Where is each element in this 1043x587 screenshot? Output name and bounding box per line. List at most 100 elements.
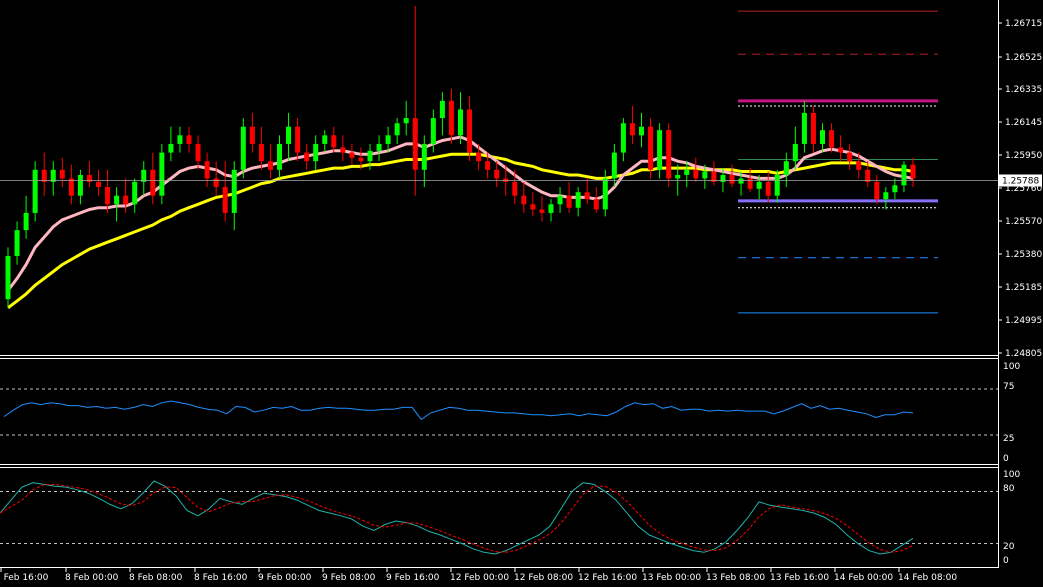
candle-body bbox=[150, 169, 156, 196]
candle-body bbox=[448, 100, 454, 136]
time-tick-label: 8 Feb 16:00 bbox=[194, 573, 248, 583]
candle-body bbox=[159, 152, 165, 196]
candle-body bbox=[611, 152, 617, 179]
candle-body bbox=[141, 169, 147, 182]
time-tick-label: 9 Feb 16:00 bbox=[386, 573, 440, 583]
candle-body bbox=[874, 181, 880, 200]
price-axis: 1.26715 1.26525 1.26335 1.26145 1.25950 1.257… bbox=[998, 19, 1042, 566]
candle-body bbox=[394, 123, 400, 136]
candle-body bbox=[747, 178, 753, 189]
candle-body bbox=[684, 169, 690, 175]
price-tick-label: 1.25380 bbox=[1005, 250, 1042, 260]
stoch-signal-line bbox=[0, 483, 914, 553]
candle-body bbox=[602, 178, 608, 210]
candle-body bbox=[32, 169, 38, 213]
candle-body bbox=[439, 100, 445, 119]
candle-body bbox=[512, 181, 518, 196]
candle-body bbox=[693, 169, 699, 179]
candle-body bbox=[847, 152, 853, 162]
candle-body bbox=[756, 181, 762, 189]
stochastic-indicator bbox=[0, 480, 998, 555]
candle-body bbox=[829, 130, 835, 148]
candle-body bbox=[177, 135, 183, 144]
candle-body bbox=[720, 174, 726, 182]
price-tick-label: 1.25570 bbox=[1005, 217, 1042, 227]
horizontal-levels bbox=[738, 10, 938, 314]
candle-body bbox=[566, 195, 572, 208]
time-tick-label: 14 Feb 08:00 bbox=[898, 573, 957, 583]
candle-body bbox=[901, 164, 907, 186]
candle-body bbox=[77, 174, 83, 196]
candle-body bbox=[385, 135, 391, 144]
price-tick-label: 1.26335 bbox=[1005, 85, 1042, 95]
candle-body bbox=[258, 143, 264, 162]
candle-body bbox=[892, 185, 898, 193]
candle-body bbox=[801, 112, 807, 144]
current-price-label: 1.25788 bbox=[1002, 177, 1039, 187]
stoch-tick-label: 20 bbox=[1003, 542, 1015, 552]
candle-body bbox=[295, 126, 301, 153]
candle-body bbox=[5, 256, 11, 300]
price-tick-label: 1.26715 bbox=[1005, 19, 1042, 29]
candle-body bbox=[340, 147, 346, 153]
price-tick-label: 1.26525 bbox=[1005, 53, 1042, 63]
candle-body bbox=[213, 178, 219, 188]
time-tick-label: 12 Feb 00:00 bbox=[450, 573, 509, 583]
candle-body bbox=[856, 161, 862, 170]
candle-body bbox=[222, 187, 228, 213]
candle-body bbox=[376, 143, 382, 151]
candle-body bbox=[23, 212, 29, 231]
time-tick-label: 12 Feb 08:00 bbox=[514, 573, 573, 583]
time-tick-label: 13 Feb 16:00 bbox=[770, 573, 829, 583]
candle-body bbox=[68, 178, 74, 196]
price-tick-label: 1.24805 bbox=[1005, 349, 1042, 359]
candle-body bbox=[783, 161, 789, 175]
candle-body bbox=[467, 109, 473, 153]
price-tick-label: 1.25760 bbox=[1005, 184, 1042, 194]
candle-body bbox=[14, 230, 20, 257]
candle-body bbox=[702, 171, 708, 179]
candle-body bbox=[675, 174, 681, 179]
candle-body bbox=[105, 187, 111, 205]
candle-body bbox=[195, 143, 201, 162]
current-price-badge bbox=[999, 174, 1042, 187]
candle-body bbox=[494, 169, 500, 179]
time-tick-label: 14 Feb 00:00 bbox=[834, 573, 893, 583]
candle-body bbox=[358, 157, 364, 162]
time-axis: 7 Feb 16:00 8 Feb 00:00 8 Feb 08:00 8 Feb 1… bbox=[0, 568, 957, 583]
candle-body bbox=[412, 118, 418, 170]
candle-body bbox=[729, 174, 735, 184]
candle-body bbox=[838, 147, 844, 153]
candle-body bbox=[648, 126, 654, 170]
price-tick-label: 1.26145 bbox=[1005, 118, 1042, 128]
rsi-indicator bbox=[0, 388, 998, 436]
price-tick-label: 1.25950 bbox=[1005, 151, 1042, 161]
candle-body bbox=[910, 164, 916, 179]
candle-body bbox=[123, 195, 129, 205]
candle-body bbox=[59, 169, 65, 179]
candle-body bbox=[883, 192, 889, 200]
candle-body bbox=[584, 192, 590, 200]
candle-body bbox=[430, 118, 436, 144]
candle-body bbox=[267, 161, 273, 170]
candle-body bbox=[458, 109, 463, 136]
stoch-main-line bbox=[0, 480, 914, 555]
candle-body bbox=[186, 135, 192, 144]
candlesticks bbox=[5, 6, 916, 308]
candle-body bbox=[114, 195, 120, 205]
price-tick-label: 1.24995 bbox=[1005, 316, 1042, 326]
rsi-tick-label: 25 bbox=[1003, 434, 1014, 444]
candle-body bbox=[322, 135, 328, 144]
rsi-tick-label: 0 bbox=[1003, 454, 1009, 464]
time-tick-label: 13 Feb 00:00 bbox=[642, 573, 701, 583]
candle-body bbox=[403, 118, 409, 124]
candle-body bbox=[168, 143, 174, 153]
candle-body bbox=[86, 174, 92, 182]
rsi-tick-label: 100 bbox=[1003, 362, 1020, 372]
time-tick-label: 8 Feb 00:00 bbox=[65, 573, 119, 583]
candle-body bbox=[575, 192, 581, 208]
candle-body bbox=[765, 181, 771, 196]
candle-body bbox=[810, 112, 816, 144]
